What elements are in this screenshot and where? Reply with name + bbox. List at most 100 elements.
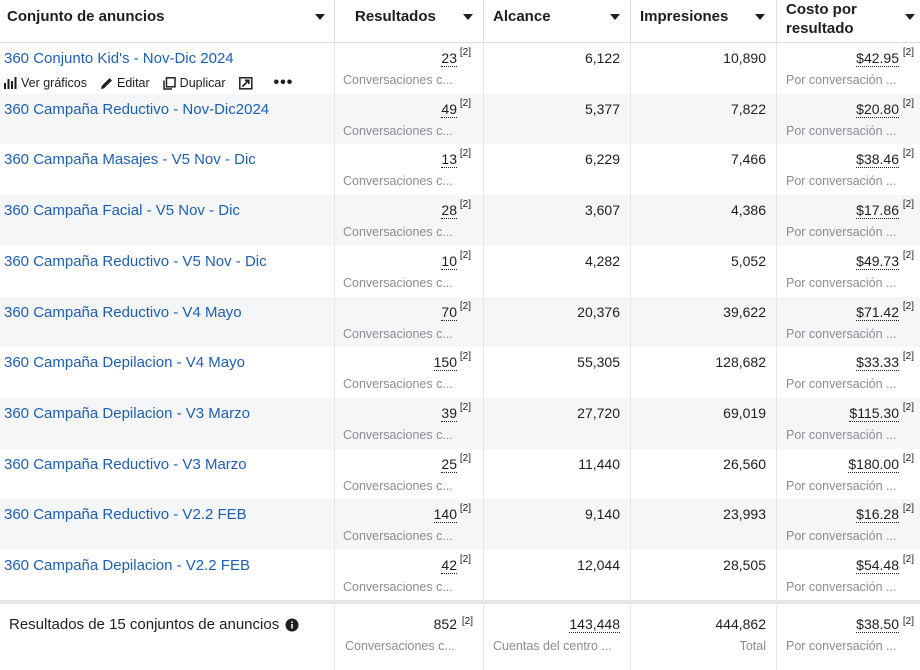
ad-set-link[interactable]: 360 Campaña Facial - V5 Nov - Dic — [4, 202, 240, 220]
column-header-impressions[interactable]: Impresiones — [630, 0, 776, 42]
results-sub: Conversaciones c... — [343, 326, 453, 341]
ad-set-link[interactable]: 360 Campaña Masajes - V5 Nov - Dic — [4, 151, 256, 169]
caret-down-icon[interactable] — [610, 14, 620, 20]
attribution-badge[interactable]: [2] — [902, 554, 914, 565]
attribution-badge[interactable]: [2] — [902, 148, 914, 160]
ad-set-link[interactable]: 360 Campaña Reductivo - V5 Nov - Dic — [4, 252, 267, 270]
attribution-badge[interactable]: [2] — [459, 97, 471, 109]
table-row[interactable]: 360 Campaña Reductivo - Nov-Dic2024 49 [… — [0, 93, 920, 145]
attribution-badge[interactable]: [2] — [902, 401, 914, 413]
attribution-badge[interactable]: [2] — [902, 503, 914, 515]
cost-value[interactable]: $17.86 — [856, 202, 899, 220]
caret-down-icon[interactable] — [463, 14, 473, 20]
summary-reach-value[interactable]: 143,448 — [569, 616, 620, 633]
cost-value[interactable]: $42.95 — [856, 50, 899, 67]
attribution-badge[interactable]: [2] — [459, 452, 471, 464]
summary-label-cell: Resultados de 15 conjuntos de anuncios — [0, 604, 334, 670]
results-cell: 13 [2] Conversaciones c... — [334, 144, 483, 196]
ad-set-link[interactable]: 360 Campaña Reductivo - V3 Marzo — [4, 455, 247, 473]
impressions-cell: 4,386 — [630, 195, 776, 246]
attribution-badge[interactable]: [2] — [902, 300, 914, 312]
table-row[interactable]: 360 Campaña Depilacion - V4 Mayo 150 [2]… — [0, 347, 920, 398]
summary-cost-sub: Por conversación ... — [786, 639, 897, 653]
results-value[interactable]: 28 — [441, 202, 457, 220]
column-header-results[interactable]: Resultados — [334, 0, 483, 42]
ad-set-link[interactable]: 360 Campaña Reductivo - V2.2 FEB — [4, 506, 247, 524]
results-value[interactable]: 42 — [441, 557, 457, 574]
attribution-badge[interactable]: [2] — [459, 249, 471, 261]
caret-down-icon[interactable] — [315, 14, 325, 20]
ad-set-link[interactable]: 360 Campaña Reductivo - Nov-Dic2024 — [4, 100, 270, 118]
cost-cell: $17.86 [2] Por conversación ... — [776, 195, 920, 246]
results-sub: Conversaciones c... — [343, 580, 453, 594]
results-value[interactable]: 150 — [433, 354, 457, 372]
cost-value[interactable]: $115.30 — [849, 404, 899, 422]
table-row[interactable]: 360 Campaña Reductivo - V4 Mayo 70 [2] C… — [0, 296, 920, 348]
ad-set-link[interactable]: 360 Campaña Reductivo - V4 Mayo — [4, 303, 242, 321]
table-row[interactable]: 360 Campaña Reductivo - V5 Nov - Dic 10 … — [0, 245, 920, 297]
caret-down-icon[interactable] — [905, 14, 915, 20]
attribution-badge[interactable]: [2] — [459, 351, 471, 363]
column-header-cost[interactable]: Costo por resultado — [776, 0, 920, 42]
results-value[interactable]: 140 — [433, 506, 457, 524]
ad-set-link[interactable]: 360 Campaña Depilacion - V3 Marzo — [4, 404, 250, 422]
results-value[interactable]: 13 — [441, 151, 457, 169]
caret-down-icon[interactable] — [755, 14, 765, 20]
attribution-badge[interactable]: [2] — [902, 47, 914, 58]
cost-value[interactable]: $33.33 — [856, 354, 899, 372]
cost-value[interactable]: $16.28 — [856, 506, 899, 524]
table-row[interactable]: 360 Conjunto Kid's - Nov-Dic 2024 Ver gr… — [0, 43, 920, 94]
results-value[interactable]: 10 — [441, 252, 457, 270]
reach-cell: 11,440 — [483, 448, 630, 500]
attribution-badge[interactable]: [2] — [459, 148, 471, 160]
edit-button[interactable]: Editar — [100, 76, 150, 90]
attribution-badge[interactable]: [2] — [902, 249, 914, 261]
attribution-badge[interactable]: [2] — [461, 616, 473, 627]
view-charts-button[interactable]: Ver gráficos — [4, 76, 87, 90]
reach-cell: 12,044 — [483, 550, 630, 601]
attribution-badge[interactable]: [2] — [459, 401, 471, 413]
attribution-badge[interactable]: [2] — [902, 452, 914, 464]
reach-value: 20,376 — [577, 303, 620, 320]
table-row[interactable]: 360 Campaña Reductivo - V3 Marzo 25 [2] … — [0, 448, 920, 500]
ad-set-link[interactable]: 360 Campaña Depilacion - V2.2 FEB — [4, 557, 250, 574]
results-value[interactable]: 23 — [441, 50, 457, 67]
cost-value[interactable]: $54.48 — [856, 557, 899, 574]
table-row[interactable]: 360 Campaña Reductivo - V2.2 FEB 140 [2]… — [0, 499, 920, 550]
cost-value[interactable]: $71.42 — [856, 303, 899, 321]
table-row[interactable]: 360 Campaña Depilacion - V2.2 FEB 42 [2]… — [0, 550, 920, 601]
results-value[interactable]: 49 — [441, 100, 457, 118]
attribution-badge[interactable]: [2] — [902, 199, 914, 211]
ad-set-name-cell: 360 Campaña Depilacion - V2.2 FEB — [0, 550, 334, 601]
results-value[interactable]: 25 — [441, 455, 457, 473]
cost-value[interactable]: $180.00 — [848, 455, 899, 473]
ad-set-link[interactable]: 360 Campaña Depilacion - V4 Mayo — [4, 354, 245, 372]
attribution-badge[interactable]: [2] — [902, 97, 914, 109]
cost-value[interactable]: $20.80 — [856, 100, 899, 118]
table-row[interactable]: 360 Campaña Depilacion - V3 Marzo 39 [2]… — [0, 397, 920, 449]
attribution-badge[interactable]: [2] — [459, 199, 471, 211]
reach-value: 6,229 — [584, 151, 620, 168]
cost-value[interactable]: $38.46 — [856, 151, 899, 169]
results-value[interactable]: 70 — [441, 303, 457, 321]
cost-value[interactable]: $49.73 — [856, 252, 899, 270]
attribution-badge[interactable]: [2] — [459, 503, 471, 515]
attribution-badge[interactable]: [2] — [902, 351, 914, 363]
attribution-badge[interactable]: [2] — [459, 554, 471, 565]
ad-set-link[interactable]: 360 Conjunto Kid's - Nov-Dic 2024 — [4, 50, 234, 67]
more-options-button[interactable]: ••• — [273, 74, 294, 91]
attribution-badge[interactable]: [2] — [459, 47, 471, 58]
attribution-badge[interactable]: [2] — [902, 616, 914, 627]
column-header-reach[interactable]: Alcance — [483, 0, 630, 42]
results-value[interactable]: 39 — [441, 404, 457, 422]
reach-value: 4,282 — [584, 252, 620, 269]
open-in-new-button[interactable] — [238, 76, 257, 90]
duplicate-button[interactable]: Duplicar — [162, 76, 226, 90]
table-row[interactable]: 360 Campaña Facial - V5 Nov - Dic 28 [2]… — [0, 195, 920, 246]
column-header-name[interactable]: Conjunto de anuncios — [0, 0, 334, 42]
summary-cost-value[interactable]: $38.50 — [856, 616, 899, 633]
info-icon[interactable] — [285, 618, 299, 632]
reach-value: 3,607 — [584, 202, 620, 219]
attribution-badge[interactable]: [2] — [459, 300, 471, 312]
table-row[interactable]: 360 Campaña Masajes - V5 Nov - Dic 13 [2… — [0, 144, 920, 196]
